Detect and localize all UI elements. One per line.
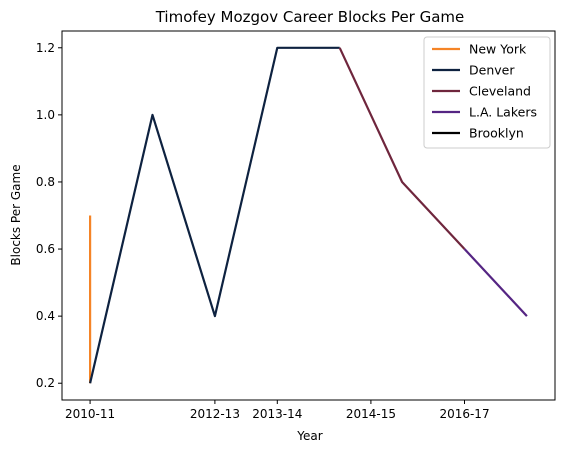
- legend-label: Brooklyn: [469, 126, 524, 141]
- x-axis-label: Year: [296, 429, 322, 443]
- y-tick-label: 0.6: [36, 242, 55, 256]
- chart-title: Timofey Mozgov Career Blocks Per Game: [155, 8, 465, 26]
- y-tick-label: 1.0: [36, 108, 55, 122]
- x-tick-label: 2013-14: [252, 407, 302, 421]
- series-line-2: [338, 47, 466, 250]
- x-tick-label: 2014-15: [346, 407, 396, 421]
- y-tick-label: 0.4: [36, 309, 55, 323]
- legend-label: Cleveland: [469, 84, 531, 99]
- legend-label: New York: [469, 42, 527, 57]
- legend-label: L.A. Lakers: [469, 105, 537, 120]
- series-line-3: [463, 248, 528, 317]
- y-tick-label: 0.8: [36, 175, 55, 189]
- legend-label: Denver: [469, 63, 515, 78]
- x-tick-label: 2010-11: [65, 407, 115, 421]
- legend-box: [423, 36, 551, 149]
- legend: New York Denver Cleveland L.A. Lakers Brookl…: [423, 36, 551, 149]
- axis-ticks: 0.2 0.4 0.6 0.8 1.0 1.2 2010-11 2012-13 2013-14 2…: [36, 41, 490, 421]
- y-axis-label: Blocks Per Game: [9, 164, 23, 265]
- series-line-1: [89, 46, 340, 384]
- y-tick-label: 1.2: [36, 41, 55, 55]
- plot-area: [61, 30, 556, 401]
- y-tick-label: 0.2: [36, 376, 55, 390]
- x-tick-label: 2012-13: [190, 407, 240, 421]
- x-tick-label: 2016-17: [439, 407, 489, 421]
- plot-frame: [61, 30, 556, 401]
